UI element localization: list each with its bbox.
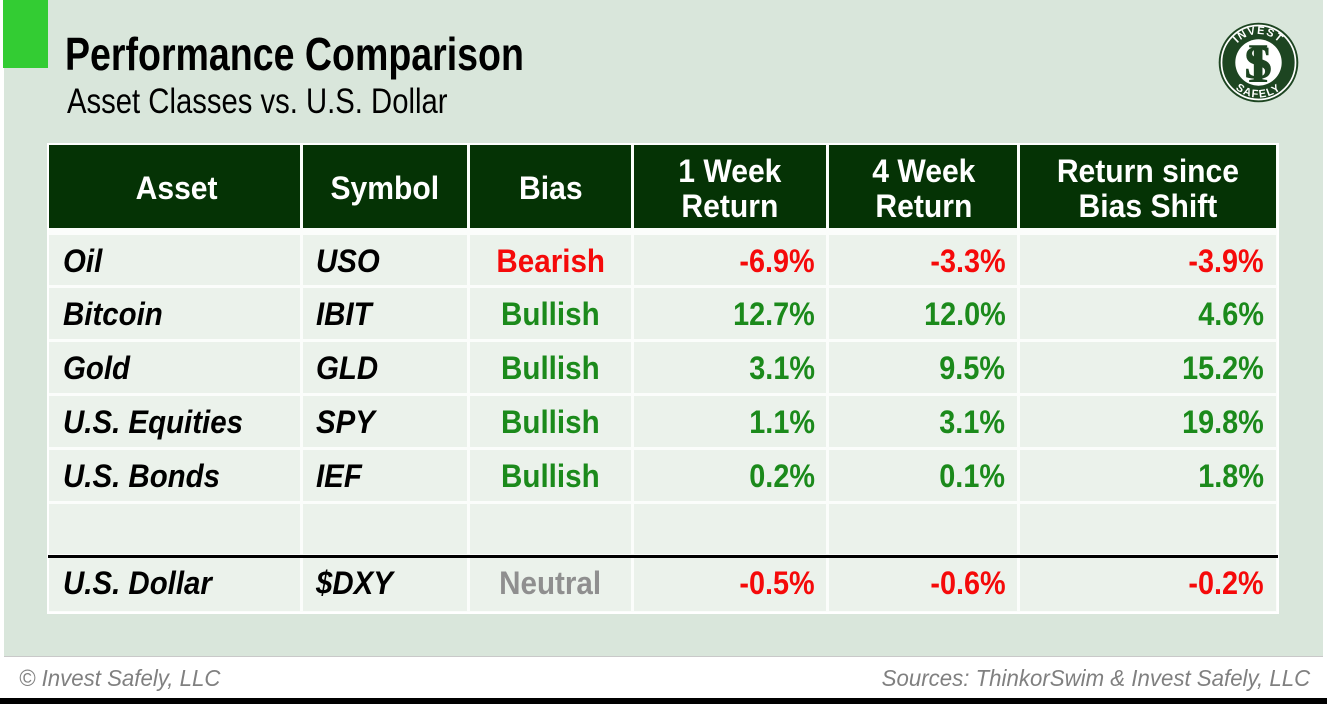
svg-text:SAFELY: SAFELY (1234, 81, 1284, 100)
svg-text:TM: TM (1273, 81, 1278, 85)
svg-text:I: I (1247, 33, 1269, 95)
svg-text:S: S (1243, 37, 1273, 90)
